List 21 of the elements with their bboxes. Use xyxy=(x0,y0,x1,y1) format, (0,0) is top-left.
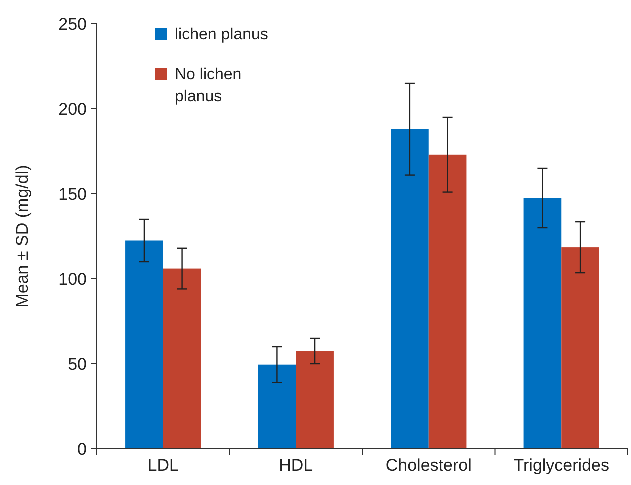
bar xyxy=(428,154,467,449)
y-tick-label: 0 xyxy=(78,440,87,459)
bar xyxy=(258,364,296,449)
y-tick-label: 100 xyxy=(58,270,87,289)
bar xyxy=(524,198,562,449)
bar xyxy=(126,240,164,449)
y-tick-label: 250 xyxy=(58,14,87,34)
legend-label: No lichen planus xyxy=(175,66,242,106)
bar xyxy=(562,248,600,449)
y-axis-title: Mean ± SD (mg/dl) xyxy=(13,165,32,308)
legend-label: lichen planus xyxy=(175,26,268,44)
x-tick-label: HDL xyxy=(279,456,314,475)
bar xyxy=(296,351,334,449)
x-tick-label: Cholesterol xyxy=(386,456,472,475)
x-tick-label: Triglycerides xyxy=(514,456,610,475)
x-tick-label: LDL xyxy=(148,456,179,475)
bar xyxy=(163,268,202,449)
y-tick-label: 50 xyxy=(68,354,87,374)
y-tick-label: 200 xyxy=(58,100,87,119)
bar xyxy=(391,129,429,449)
y-tick-label: 150 xyxy=(58,184,87,204)
